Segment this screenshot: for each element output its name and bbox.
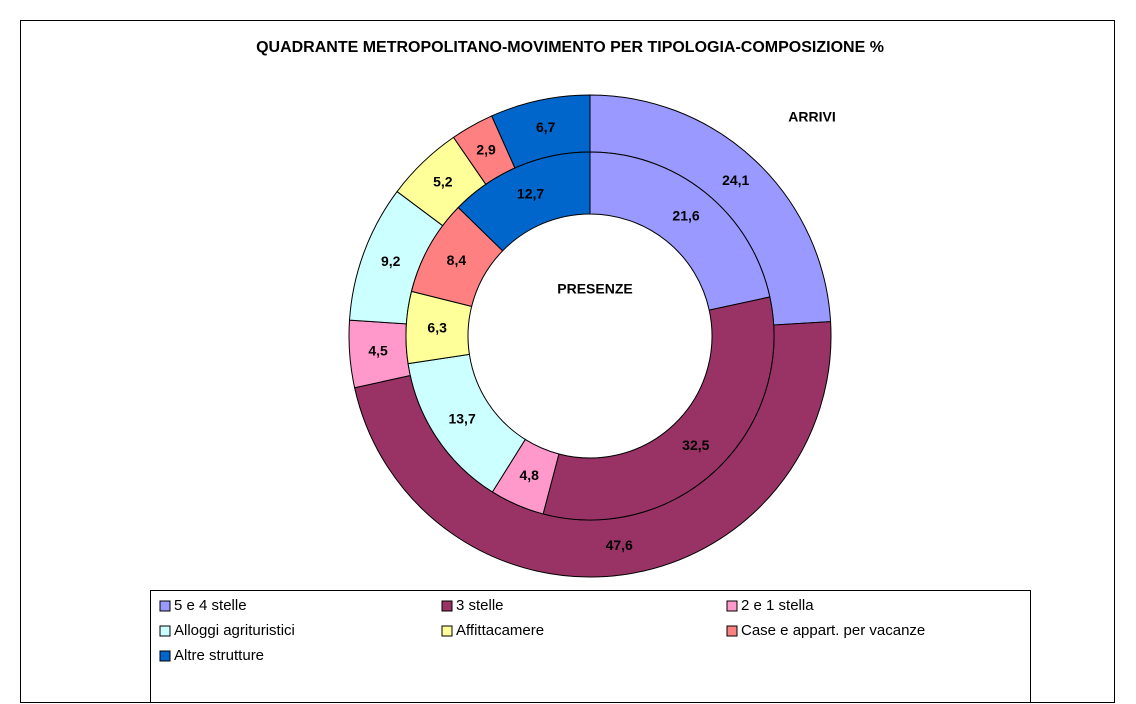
data-label: 2,9 <box>476 141 496 157</box>
chart-title: QUADRANTE METROPOLITANO-MOVIMENTO PER TI… <box>256 39 884 56</box>
data-label: 6,3 <box>427 319 447 335</box>
data-label: 13,7 <box>448 411 475 427</box>
legend-label: Alloggi agrituristici <box>174 622 295 639</box>
ring-segment <box>589 151 771 311</box>
legend-swatch <box>159 625 171 637</box>
legend-swatch <box>441 600 453 612</box>
legend-box <box>150 590 1031 703</box>
legend-swatch <box>159 650 171 662</box>
ring-label: PRESENZE <box>557 281 632 297</box>
legend-label: Case e appart. per vacanze <box>741 622 925 639</box>
legend-swatch <box>159 600 171 612</box>
data-label: 12,7 <box>517 186 544 202</box>
data-label: 5,2 <box>433 173 453 189</box>
data-label: 21,6 <box>672 208 699 224</box>
ring-segment <box>542 296 775 521</box>
data-label: 32,5 <box>682 437 709 453</box>
legend-label: 2 e 1 stella <box>741 597 814 614</box>
data-label: 4,8 <box>520 467 540 483</box>
legend-swatch <box>441 625 453 637</box>
ring-segment <box>457 151 591 252</box>
legend-label: Affittacamere <box>456 622 544 639</box>
ring-label: ARRIVI <box>788 109 835 125</box>
data-label: 24,1 <box>722 172 749 188</box>
legend-label: Altre strutture <box>174 647 264 664</box>
legend-label: 5 e 4 stelle <box>174 597 247 614</box>
legend-label: 3 stelle <box>456 597 504 614</box>
data-label: 6,7 <box>536 119 556 135</box>
data-label: 9,2 <box>381 253 401 269</box>
data-label: 8,4 <box>447 252 467 268</box>
legend-swatch <box>726 600 738 612</box>
legend-swatch <box>726 625 738 637</box>
data-label: 47,6 <box>606 537 633 553</box>
data-label: 4,5 <box>368 343 388 359</box>
